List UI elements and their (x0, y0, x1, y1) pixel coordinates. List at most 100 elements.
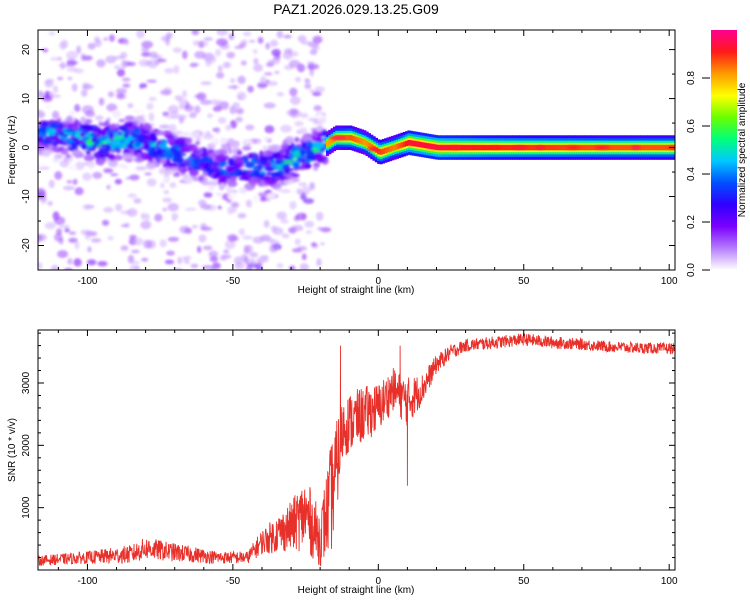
heatmap-cell (370, 144, 374, 150)
heatmap-cell (207, 113, 213, 119)
heatmap-cell (528, 144, 532, 151)
heatmap-cell (132, 152, 137, 157)
heatmap-cell (586, 144, 590, 151)
heatmap-cell (479, 144, 483, 151)
heatmap-cell (222, 61, 232, 69)
heatmap-cell (263, 136, 270, 141)
heatmap-cell (114, 136, 124, 141)
heatmap-cell (193, 176, 198, 182)
heatmap-cell (235, 107, 244, 115)
snr-ticks: -100 -50 0 50 100 1000 2000 3000 (21, 330, 678, 587)
heatmap-cell (219, 137, 228, 144)
heatmap-cell (191, 30, 200, 36)
heatmap-cell (242, 31, 252, 36)
heatmap-cell (121, 153, 132, 161)
heatmap-cell (507, 144, 511, 151)
heatmap-cell (421, 142, 425, 148)
heatmap-cell (500, 144, 504, 151)
y-tick-label: 3000 (21, 371, 32, 394)
heatmap-cell (163, 176, 169, 182)
heatmap-cell (66, 67, 79, 72)
heatmap-cell (241, 157, 249, 164)
heatmap-cell (68, 231, 77, 235)
heatmap-cell (147, 59, 158, 69)
heatmap-cell (227, 234, 238, 242)
heatmap-cell (138, 135, 145, 144)
heatmap-cell (141, 40, 154, 49)
colorbar-ticks: 0.0 0.2 0.4 0.6 0.8 (686, 71, 710, 277)
heatmap-cell (215, 127, 221, 135)
heatmap-cell (309, 182, 316, 191)
heatmap-cell (100, 147, 108, 154)
heatmap-cell (263, 102, 276, 109)
heatmap-cell (73, 258, 82, 267)
heatmap-cell (245, 199, 252, 208)
heatmap-cell (262, 145, 268, 150)
heatmap-cell (218, 148, 228, 156)
heatmap-cell (133, 198, 142, 204)
heatmap-cell (315, 154, 324, 161)
heatmap-cell (123, 132, 129, 139)
heatmap-cell (276, 30, 284, 39)
heatmap-cell (400, 142, 404, 148)
heatmap-cell (217, 103, 223, 112)
heatmap-cell (208, 250, 219, 258)
heatmap-cell (150, 132, 157, 137)
heatmap-cell (263, 149, 273, 157)
heatmap-cell (226, 192, 237, 201)
heatmap-cell (302, 198, 315, 204)
heatmap-cell (216, 38, 228, 47)
heatmap-cell (320, 242, 325, 246)
heatmap-cell (87, 42, 96, 50)
heatmap-cell (266, 62, 275, 67)
heatmap-cell (426, 144, 435, 149)
heatmap-cell (234, 165, 242, 169)
heatmap-cell (314, 86, 326, 93)
heatmap-cell (257, 36, 264, 44)
heatmap-cell (363, 139, 367, 146)
heatmap-cell (230, 175, 237, 182)
heatmap-cell (145, 162, 156, 170)
heatmap-cell (509, 144, 513, 151)
heatmap-cell (437, 144, 441, 151)
heatmap-cell (215, 153, 227, 162)
heatmap-cell (299, 127, 308, 135)
heatmap-cell (45, 78, 55, 83)
heatmap-cell (651, 144, 655, 151)
heatmap-cell (171, 212, 179, 220)
heatmap-cell (658, 144, 662, 151)
heatmap-cell (134, 115, 145, 123)
heatmap-cell (367, 142, 372, 149)
heatmap-cell (237, 75, 246, 85)
heatmap-cell (60, 39, 69, 49)
heatmap-cell (265, 79, 270, 84)
heatmap-cell (182, 50, 188, 60)
heatmap-cell (271, 48, 281, 57)
heatmap-cell (402, 141, 406, 147)
colorbar-tick-label: 0.4 (686, 167, 697, 181)
heatmap-cell (346, 135, 351, 141)
heatmap-cell (265, 238, 276, 243)
heatmap-cell (245, 124, 255, 131)
y-tick-label: -20 (21, 238, 32, 253)
heatmap-cell (280, 218, 289, 224)
heatmap-cell (270, 172, 279, 176)
heatmap-cell (530, 144, 534, 151)
heatmap-cell (289, 108, 299, 115)
heatmap-cell (143, 123, 151, 130)
heatmap-cell (141, 51, 151, 57)
heatmap-cell (393, 144, 397, 151)
heatmap-cell (52, 94, 62, 98)
heatmap-cell (38, 110, 42, 116)
heatmap-cell (196, 136, 202, 142)
heatmap-cell (395, 143, 399, 150)
heatmap-cell (148, 96, 157, 102)
heatmap-cell (66, 165, 78, 171)
heatmap-cell (194, 105, 201, 114)
heatmap-cell (55, 119, 62, 124)
heatmap-cell (197, 246, 202, 253)
heatmap-cell (254, 170, 260, 179)
heatmap-cell (502, 144, 507, 151)
heatmap-cell (198, 234, 207, 243)
heatmap-cell (62, 185, 75, 191)
